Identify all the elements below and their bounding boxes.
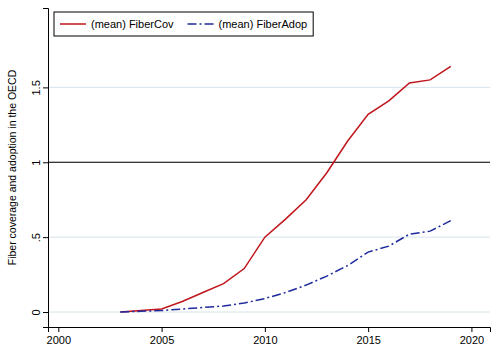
legend-box xyxy=(54,12,313,36)
y-tick-mark xyxy=(43,87,48,88)
legend-swatch xyxy=(60,23,86,25)
y-tick-mark xyxy=(43,312,48,313)
x-tick-mark xyxy=(368,327,369,332)
x-tick-mark xyxy=(58,327,59,332)
x-tick: 2015 xyxy=(356,327,380,346)
y-tick: 0 xyxy=(30,309,48,315)
x-tick: 2010 xyxy=(253,327,277,346)
plot-area: 2000 2005 2010 2015 2020 0 .5 1 1.5 xyxy=(30,9,491,346)
y-axis: 0 .5 1 1.5 xyxy=(30,9,49,328)
x-tick-mark xyxy=(265,327,266,332)
series-line xyxy=(120,66,450,312)
x-tick-label: 2010 xyxy=(253,334,277,346)
legend: (mean) FiberCov (mean) FiberAdop xyxy=(54,12,313,36)
y-axis-line xyxy=(43,9,49,328)
grid-line xyxy=(48,162,490,163)
legend-label: (mean) FiberCov xyxy=(91,18,174,30)
x-tick-mark xyxy=(162,327,163,332)
y-axis-title: Fiber coverage and adoption in the OECD xyxy=(6,69,18,265)
y-tick-label: 1 xyxy=(30,160,42,166)
x-tick-label: 2015 xyxy=(356,334,380,346)
x-axis: 2000 2005 2010 2015 2020 xyxy=(47,327,491,346)
x-tick: 2005 xyxy=(150,327,174,346)
y-tick: 1.5 xyxy=(30,80,48,95)
x-tick-mark xyxy=(471,327,472,332)
x-tick: 2020 xyxy=(460,327,484,346)
y-tick-mark xyxy=(43,162,48,163)
legend-label: (mean) FiberAdop xyxy=(219,18,308,30)
x-axis-line xyxy=(49,328,491,333)
y-tick: 1 xyxy=(30,160,48,166)
grid-line xyxy=(48,87,490,88)
x-tick-label: 2020 xyxy=(460,334,484,346)
y-tick-label: 1.5 xyxy=(30,80,42,95)
series-line xyxy=(120,221,450,312)
y-tick-label: 0 xyxy=(30,309,42,315)
x-tick: 2000 xyxy=(47,327,71,346)
series-lines xyxy=(120,66,450,312)
x-tick-label: 2000 xyxy=(47,334,71,346)
y-tick: .5 xyxy=(30,233,48,242)
grid-line xyxy=(48,312,490,313)
grid xyxy=(48,87,490,312)
y-tick-mark xyxy=(43,237,48,238)
legend-swatch xyxy=(188,23,214,25)
reference-line xyxy=(48,162,490,163)
chart: 2000 2005 2010 2015 2020 0 .5 1 1.5 Fiber coverag… xyxy=(0,0,500,358)
grid-line xyxy=(48,237,490,238)
x-tick-label: 2005 xyxy=(150,334,174,346)
y-tick-label: .5 xyxy=(30,233,42,242)
